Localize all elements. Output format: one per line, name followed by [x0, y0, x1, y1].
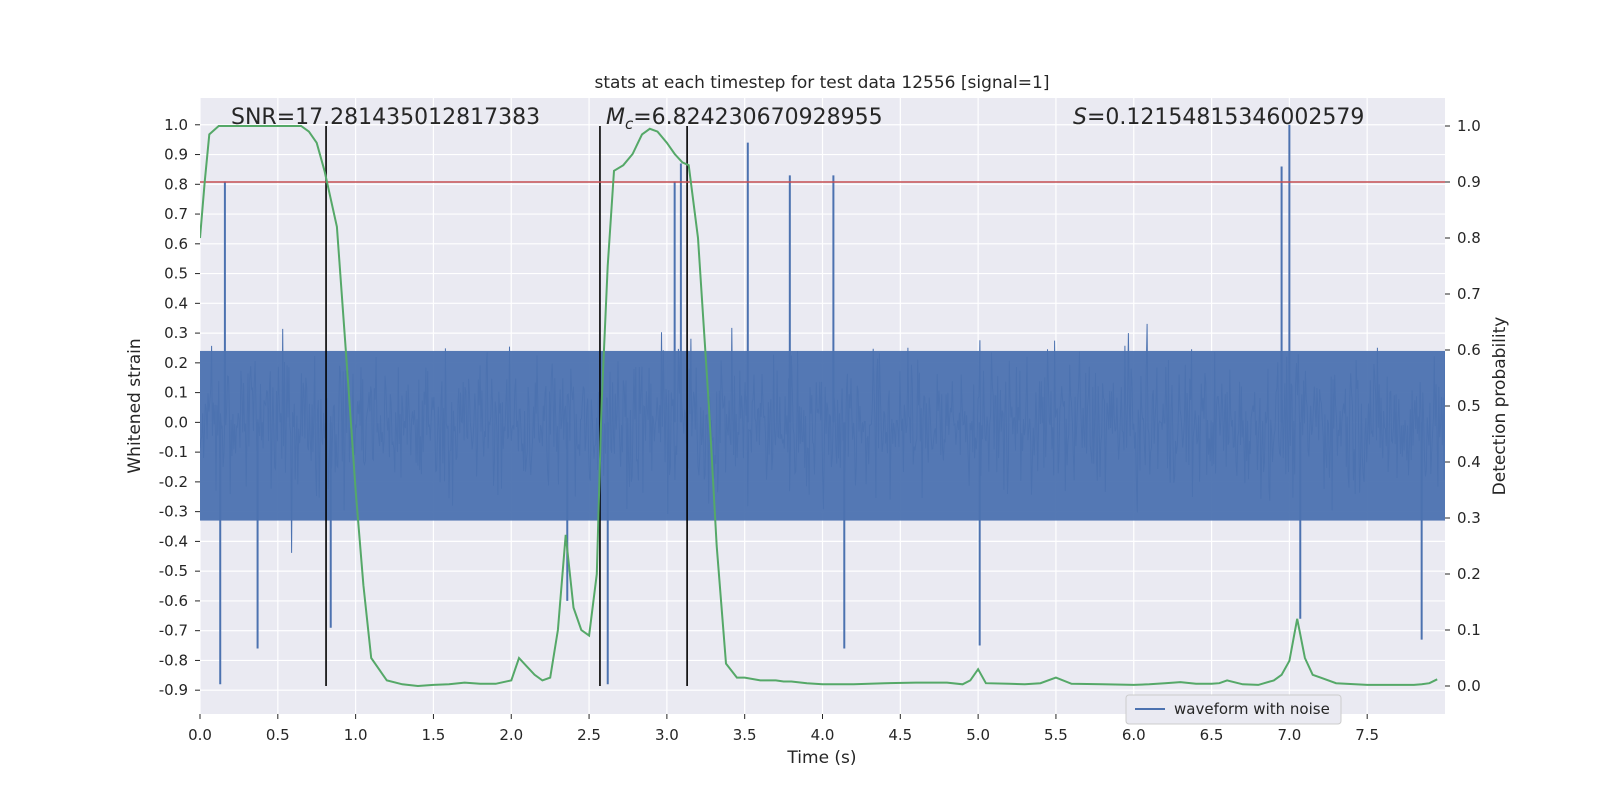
y-right-tick-label: 0.0	[1457, 677, 1481, 695]
s-annotation: S=0.12154815346002579	[1073, 105, 1364, 130]
y-axis-right: 1.0 0.9 0.8 0.7 0.6 0.5 0.4 0.3 0.2 0.1 0.0	[1445, 117, 1481, 695]
x-tick-label: 1.0	[344, 726, 368, 744]
x-tick-label: 0.0	[188, 726, 212, 744]
x-tick-label: 4.0	[811, 726, 835, 744]
y-right-tick-label: 0.1	[1457, 621, 1481, 639]
x-tick-label: 6.5	[1200, 726, 1224, 744]
y-axis-left: 1.0 0.9 0.8 0.7 0.6 0.5 0.4 0.3 0.2 0.1 0.0 -0.1 -0.…	[159, 116, 200, 699]
y-left-tick-label: 0.9	[164, 146, 188, 164]
s-symbol: S	[1073, 105, 1087, 130]
waveform-series	[200, 124, 1445, 685]
waveform-core	[200, 350, 1445, 521]
y-right-tick-label: 0.9	[1457, 173, 1481, 191]
y-left-tick-label: -0.8	[159, 651, 188, 669]
x-tick-label: 7.5	[1355, 726, 1379, 744]
chirp-mass-value: =6.824230670928955	[633, 105, 882, 130]
x-tick-label: 6.0	[1122, 726, 1146, 744]
probability-series	[200, 125, 1438, 688]
y-left-tick-label: 0.3	[164, 324, 188, 342]
chirp-mass-subscript: c	[625, 115, 634, 133]
y-left-tick-label: 0.8	[164, 175, 188, 193]
y-left-tick-label: -0.4	[159, 532, 188, 550]
y-right-tick-label: 1.0	[1457, 117, 1481, 135]
y-left-tick-label: -0.3	[159, 503, 188, 521]
x-tick-label: 5.0	[966, 726, 990, 744]
y-right-tick-label: 0.6	[1457, 341, 1481, 359]
y-right-tick-label: 0.4	[1457, 453, 1481, 471]
y-left-tick-label: 0.4	[164, 294, 188, 312]
y-left-tick-label: 0.5	[164, 265, 188, 283]
y-left-tick-label: -0.6	[159, 592, 188, 610]
vertical-markers	[325, 126, 688, 686]
legend-box	[1125, 694, 1342, 725]
y-right-tick-label: 0.7	[1457, 285, 1481, 303]
y-left-tick-label: -0.1	[159, 443, 188, 461]
chart-title: stats at each timestep for test data 125…	[595, 73, 1050, 93]
y-left-tick-label: 1.0	[164, 116, 188, 134]
y-right-tick-label: 0.8	[1457, 229, 1481, 247]
x-tick-label: 0.5	[266, 726, 290, 744]
x-tick-label: 7.0	[1277, 726, 1301, 744]
chirp-mass-annotation: Mc=6.824230670928955	[606, 105, 883, 133]
snr-annotation: SNR=17.281435012817383	[231, 105, 540, 130]
y-right-tick-label: 0.3	[1457, 509, 1481, 527]
legend-label: waveform with noise	[1174, 700, 1330, 718]
x-axis-label: Time (s)	[786, 748, 856, 768]
probability-line	[200, 125, 1438, 688]
y-axis-label-left: Whitened strain	[125, 338, 145, 473]
x-tick-label: 5.5	[1044, 726, 1068, 744]
y-left-tick-label: 0.7	[164, 205, 188, 223]
y-left-tick-label: 0.2	[164, 354, 188, 372]
y-left-tick-label: 0.0	[164, 413, 188, 431]
y-right-tick-label: 0.5	[1457, 397, 1481, 415]
y-left-tick-label: -0.5	[159, 562, 188, 580]
y-left-tick-label: -0.9	[159, 681, 188, 699]
y-left-tick-label: 0.6	[164, 235, 188, 253]
y-right-tick-label: 0.2	[1457, 565, 1481, 583]
chirp-mass-symbol: M	[606, 105, 625, 130]
y-left-tick-label: -0.2	[159, 473, 188, 491]
y-left-tick-label: -0.7	[159, 622, 188, 640]
s-value: =0.12154815346002579	[1087, 105, 1364, 130]
x-tick-label: 3.0	[655, 726, 679, 744]
y-left-tick-label: 0.1	[164, 384, 188, 402]
x-tick-label: 4.5	[888, 726, 912, 744]
x-tick-label: 2.0	[499, 726, 523, 744]
x-tick-label: 2.5	[577, 726, 601, 744]
y-axis-label-right: Detection probability	[1490, 317, 1510, 496]
legend: waveform with noise	[1125, 694, 1342, 725]
x-axis: 0.0 0.5 1.0 1.5 2.0 2.5 3.0 3.5 4.0 4.5 5.0 5.5 6.0 6…	[188, 714, 1379, 744]
x-tick-label: 3.5	[733, 726, 757, 744]
x-tick-label: 1.5	[422, 726, 446, 744]
